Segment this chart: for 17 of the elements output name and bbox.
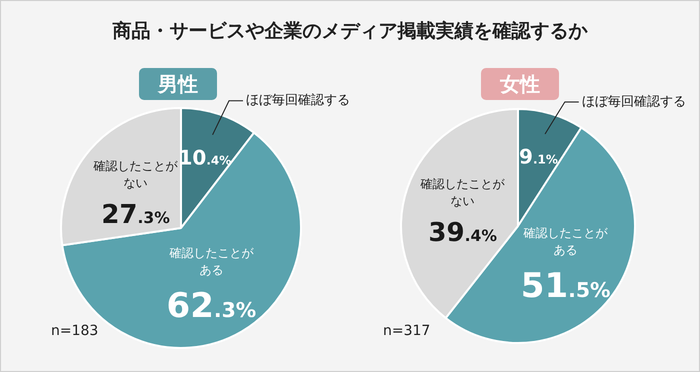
chart-subtitle: 男性 xyxy=(139,68,217,100)
slice-label: 確認したことがある xyxy=(168,246,254,277)
data-label: 10.4% xyxy=(178,146,232,170)
text: n=183 xyxy=(51,323,98,339)
data-label: 39.4% xyxy=(428,218,498,248)
data-label: 27.3% xyxy=(101,200,170,230)
chart-subtitle: 女性 xyxy=(481,68,559,100)
data-label: 51.5% xyxy=(520,266,610,306)
slice-label: 確認したことがない xyxy=(420,177,506,208)
text: n=317 xyxy=(383,323,430,339)
data-label: 62.3% xyxy=(166,286,256,326)
slice-label: 確認したことがある xyxy=(522,226,609,258)
data-label: 9.1% xyxy=(519,144,558,169)
slice-label: ほぼ毎回確認する xyxy=(246,93,350,108)
slice-label: 確認したことがない xyxy=(92,158,179,190)
slice-label: ほぼ毎回確認する xyxy=(582,94,686,110)
chart-title: 商品・サービスや企業のメディア掲載実績を確認するか xyxy=(112,19,589,44)
